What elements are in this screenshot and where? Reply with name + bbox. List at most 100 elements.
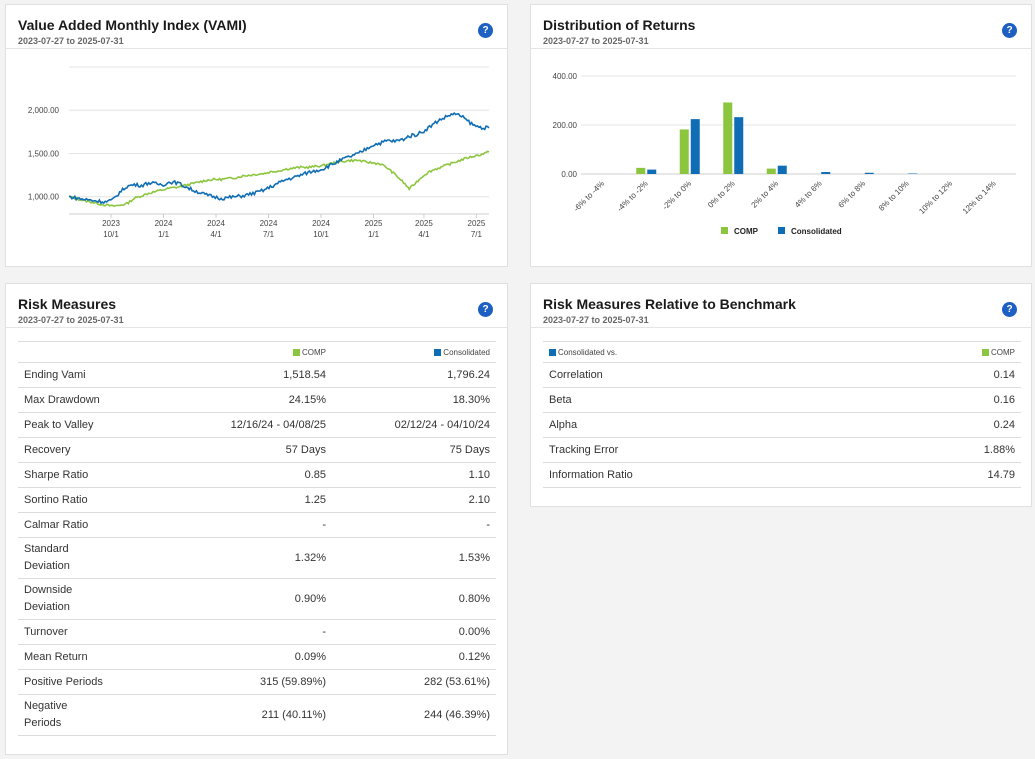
rel-header-comp-label: COMP	[991, 347, 1015, 357]
risk-row-consolidated-value: -	[332, 512, 496, 538]
dist-bar-consolidated[interactable]	[821, 172, 831, 174]
vami-x-tick-year: 2023	[102, 219, 120, 228]
risk-row-comp-value: 1,518.54	[170, 362, 332, 388]
consolidated-swatch	[434, 348, 442, 356]
risk-row: Turnover -0.00%	[18, 619, 496, 645]
risk-header-comp-label: COMP	[302, 347, 326, 357]
risk-row-label-text: Positive Periods	[24, 676, 103, 688]
dist-x-tick: 8% to 10%	[877, 179, 911, 213]
vami-x-tick-month: 1/1	[158, 230, 170, 239]
risk-row-label-text: Max Drawdown	[24, 394, 100, 406]
dist-bar-consolidated[interactable]	[864, 172, 874, 174]
vami-help-icon[interactable]: ?	[478, 23, 493, 38]
risk-row-comp-value: 211 (40.11%)	[170, 694, 332, 736]
distribution-help-icon[interactable]: ?	[1002, 23, 1017, 38]
risk-row: Standard Deviation 1.32% 1.53%	[18, 537, 496, 579]
legend-comp-swatch	[721, 227, 728, 234]
dist-bar-comp[interactable]	[636, 167, 646, 174]
risk-row-consolidated-value: 75 Days	[332, 437, 496, 463]
distribution-card: Distribution of Returns 2023-07-27 to 20…	[530, 4, 1032, 267]
rel-row: Information Ratio 14.79	[543, 462, 1021, 488]
vami-x-tick-month: 10/1	[103, 230, 119, 239]
risk-row-comp-value: 57 Days	[170, 437, 332, 463]
dist-bar-comp[interactable]	[723, 102, 733, 174]
vami-x-tick-month: 10/1	[313, 230, 329, 239]
risk-row-label: Mean Return	[18, 644, 170, 670]
risk-measures-help-icon[interactable]: ?	[478, 302, 493, 317]
rel-row-label: Alpha	[543, 412, 869, 438]
vami-x-tick-month: 1/1	[368, 230, 380, 239]
risk-row: Downside Deviation 0.90% 0.80%	[18, 578, 496, 620]
risk-row: Max Drawdown 24.15% 18.30%	[18, 387, 496, 413]
rel-header-comp: COMP	[868, 341, 1021, 363]
rel-row: Beta 0.16	[543, 387, 1021, 413]
risk-row-label: Ending Vami	[18, 362, 170, 388]
risk-row-label: Sortino Ratio	[18, 487, 170, 513]
legend-comp-label: COMP	[734, 227, 759, 236]
vami-x-tick-year: 2025	[468, 219, 486, 228]
risk-row-label: Sharpe Ratio	[18, 462, 170, 488]
dist-bar-consolidated[interactable]	[690, 119, 700, 174]
vami-x-tick-year: 2024	[207, 219, 225, 228]
dist-x-tick: 0% to 2%	[706, 179, 737, 210]
risk-row-label: Downside Deviation	[18, 578, 170, 620]
risk-header-consolidated: Consolidated	[332, 341, 496, 363]
risk-row-label: Negative Periods	[18, 694, 170, 736]
risk-row-label: Calmar Ratio	[18, 512, 170, 538]
risk-row: Ending Vami 1,518.54 1,796.24	[18, 362, 496, 388]
risk-row-consolidated-value: 1,796.24	[332, 362, 496, 388]
vami-y-tick: 1,000.00	[28, 193, 60, 202]
dist-x-tick: 2% to 4%	[750, 179, 781, 210]
risk-row: Sharpe Ratio 0.85 1.10	[18, 462, 496, 488]
relative-risk-title: Risk Measures Relative to Benchmark	[543, 296, 796, 312]
rel-row-value: 1.88%	[868, 437, 1021, 463]
risk-row-consolidated-value: 1.53%	[332, 537, 496, 579]
risk-row-label-text: Turnover	[24, 626, 68, 638]
legend-consolidated-label: Consolidated	[791, 227, 842, 236]
risk-row-comp-value: 315 (59.89%)	[170, 669, 332, 695]
vami-y-tick: 2,000.00	[28, 106, 60, 115]
vami-series-comp	[68, 150, 490, 208]
relative-risk-header: Risk Measures Relative to Benchmark 2023…	[531, 284, 1031, 328]
risk-row-label-text: Downside Deviation	[24, 584, 73, 613]
dist-bar-consolidated[interactable]	[647, 169, 657, 174]
risk-row-label-text: Standard Deviation	[24, 543, 70, 572]
rel-row-label: Information Ratio	[543, 462, 869, 488]
risk-row-label-text: Sortino Ratio	[24, 494, 88, 506]
risk-row-label: Turnover	[18, 619, 170, 645]
risk-row-consolidated-value: 0.00%	[332, 619, 496, 645]
dist-bar-comp[interactable]	[766, 168, 776, 174]
risk-row-label: Peak to Valley	[18, 412, 170, 438]
distribution-chart: 0.00 200.00 400.00 -6% to -4% -4% to -2% -2% …	[553, 72, 1016, 236]
risk-row-label-text: Sharpe Ratio	[24, 469, 89, 481]
vami-x-tick-year: 2025	[365, 219, 383, 228]
relative-risk-help-icon[interactable]: ?	[1002, 302, 1017, 317]
comp-swatch	[293, 348, 300, 356]
dist-x-tick: 10% to 12%	[917, 179, 954, 216]
dist-bar-consolidated[interactable]	[777, 165, 787, 174]
risk-row-label: Recovery	[18, 437, 170, 463]
dist-bar-consolidated[interactable]	[734, 117, 744, 174]
relative-risk-date-range: 2023-07-27 to 2025-07-31	[543, 315, 649, 325]
dist-bar-comp[interactable]	[679, 129, 689, 174]
vami-x-tick-year: 2024	[155, 219, 173, 228]
vami-x-tick-year: 2024	[260, 219, 278, 228]
vami-card: Value Added Monthly Index (VAMI) 2023-07…	[5, 4, 508, 267]
rel-row-label: Correlation	[543, 362, 869, 388]
rel-row: Correlation 0.14	[543, 362, 1021, 388]
risk-row-consolidated-value: 2.10	[332, 487, 496, 513]
vami-header: Value Added Monthly Index (VAMI) 2023-07…	[6, 5, 507, 49]
vami-x-tick-month: 4/1	[418, 230, 430, 239]
risk-row: Mean Return 0.09% 0.12%	[18, 644, 496, 670]
risk-measures-title: Risk Measures	[18, 296, 117, 312]
dist-x-tick: -6% to -4%	[572, 179, 606, 213]
risk-header-comp: COMP	[170, 341, 332, 363]
risk-row-label: Standard Deviation	[18, 537, 170, 579]
rel-row-value: 14.79	[868, 462, 1021, 488]
distribution-title: Distribution of Returns	[543, 17, 696, 33]
dist-x-tick: -2% to 0%	[661, 179, 693, 211]
risk-row-label-text: Recovery	[24, 444, 71, 456]
rel-table-header: Consolidated vs. COMP	[543, 341, 1021, 363]
risk-row-comp-value: 0.90%	[170, 578, 332, 620]
dist-y-tick: 400.00	[553, 72, 578, 81]
